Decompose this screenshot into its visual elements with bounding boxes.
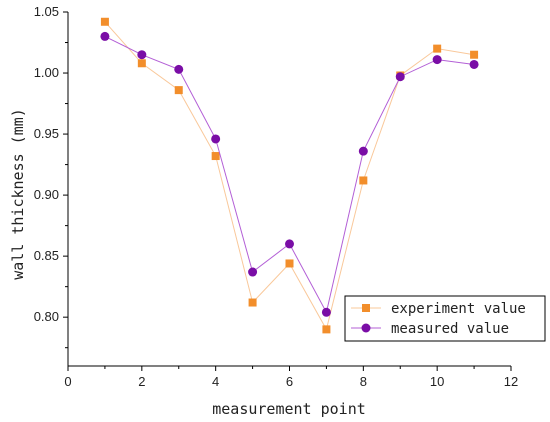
x-tick-label: 8 [360,374,367,389]
y-tick-label: 0.80 [34,309,59,324]
data-point [100,31,110,41]
y-tick-label: 0.85 [34,248,59,263]
legend: experiment value measured value [344,295,546,342]
data-point [137,59,146,68]
y-tick-label: 0.90 [34,187,59,202]
data-point [470,50,479,59]
data-point [285,259,294,268]
x-axis-title: measurement point [212,400,366,418]
y-axis-title: wall thickness (mm) [9,108,27,280]
data-point [137,50,147,60]
data-point [432,55,442,65]
data-point [433,44,442,53]
data-point [395,72,405,82]
x-tick-label: 2 [138,374,145,389]
data-point [211,134,221,144]
y-tick-label: 1.00 [34,65,59,80]
legend-marker [362,304,370,312]
data-point [211,152,220,161]
x-tick-label: 12 [504,374,518,389]
legend-label: measured value [391,321,509,337]
x-tick-label: 4 [212,374,219,389]
data-point [358,146,368,156]
legend-box [344,295,546,342]
axes: 0 2 4 6 8 10 12 0.80 0.85 0.90 0.95 1.00 1.05 [34,4,519,389]
data-point [322,325,331,334]
data-point [359,176,368,185]
data-point [174,64,184,74]
data-point [285,239,294,249]
series-line [104,35,475,314]
data-point [321,307,331,317]
y-tick-label: 0.95 [34,126,59,141]
series-1 [100,17,479,334]
x-tick-label: 0 [64,374,71,389]
series-layer [100,17,479,334]
data-point [248,267,258,277]
data-point [469,59,479,69]
x-tick-label: 6 [286,374,293,389]
data-point [100,17,109,26]
data-point [248,298,257,307]
y-tick-label: 1.05 [34,4,59,19]
data-point [174,86,183,95]
legend-marker [361,323,371,333]
series-2 [100,31,479,317]
legend-label: experiment value [391,301,526,317]
x-tick-label: 10 [430,374,444,389]
